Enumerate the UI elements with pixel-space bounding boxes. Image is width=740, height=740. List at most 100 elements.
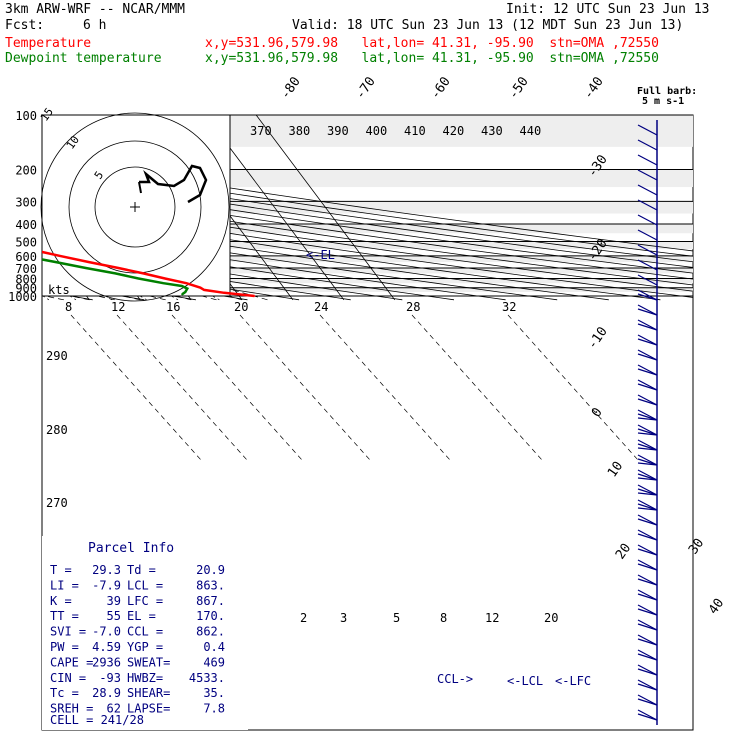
wind-barb: [637, 424, 658, 436]
wind-barb: [637, 619, 658, 631]
wind-barb: [637, 548, 658, 556]
pressure-band: [42, 255, 693, 263]
parcel-param-value: 0.4: [203, 640, 225, 654]
speed-guide-line: [411, 314, 543, 461]
pressure-label: 600: [15, 250, 37, 264]
temperature-label: 40: [706, 596, 727, 617]
speed-guide-line: [116, 314, 248, 461]
parcel-param-name: T =: [50, 563, 72, 577]
temperature-label: -40: [581, 74, 607, 102]
theta-label: 370: [250, 124, 272, 138]
wind-barb: [637, 364, 658, 376]
temperature-legend: Temperature: [5, 36, 92, 51]
parcel-param-value: -93: [99, 671, 121, 685]
hodograph-ring: [94, 166, 176, 248]
temperature-point: [253, 295, 256, 297]
hodograph-origin-icon: [130, 202, 140, 212]
parcel-param-value: -7.0: [92, 625, 121, 639]
temperature-label: -70: [353, 74, 379, 102]
hodograph-speed-label: 28: [406, 300, 420, 314]
wind-barb: [637, 492, 658, 496]
hodograph-units: kts: [48, 283, 70, 297]
wind-barb: [637, 368, 658, 376]
valid-time: Valid: 18 UTC Sun 23 Jun 13 (12 MDT Sun …: [292, 18, 684, 33]
parcel-cell-motion: CELL = 241/28: [50, 713, 144, 727]
pressure-band: [42, 241, 693, 250]
temperature-point: [199, 286, 202, 289]
temperature-point: [164, 277, 166, 280]
theta-label: 410: [404, 124, 426, 138]
wind-barb: [637, 653, 658, 661]
wind-barb: [637, 634, 658, 646]
wind-barb: [637, 304, 658, 316]
pressure-label: 1000: [8, 290, 37, 304]
hodograph-ring: [68, 140, 202, 274]
parcel-param-name: LAPSE=: [127, 702, 170, 716]
level-marker: <-EL: [306, 248, 335, 262]
wind-barb: [637, 308, 658, 316]
speed-guide-line: [171, 314, 303, 461]
wind-barb: [637, 608, 658, 616]
parcel-param-value: -7.9: [92, 578, 121, 592]
wind-barb: [637, 383, 658, 391]
temperature-label: -60: [428, 74, 454, 102]
wind-barb: [637, 698, 658, 706]
level-marker: <-LCL: [507, 674, 543, 688]
wind-barb: [637, 559, 658, 571]
parcel-param-name: LFC =: [127, 594, 163, 608]
theta-label: 420: [443, 124, 465, 138]
wind-barb: [637, 439, 658, 451]
wind-barb: [637, 454, 658, 466]
dry-adiabat: [42, 190, 693, 286]
forecast-label: Fcst:: [5, 18, 45, 33]
hodograph-speed-label: 12: [111, 300, 125, 314]
hodograph-ring: [40, 112, 230, 302]
wind-barb: [637, 413, 658, 421]
mixing-ratio-label: 2: [300, 611, 307, 625]
wind-barb: [637, 604, 658, 616]
parcel-param-value: 39: [107, 594, 121, 608]
temperature-label: 0: [589, 405, 606, 420]
wind-barb: [637, 518, 658, 526]
theta-label: 380: [289, 124, 311, 138]
theta-label: 400: [366, 124, 388, 138]
parcel-param-name: Td =: [127, 563, 156, 577]
wind-barb: [637, 473, 658, 481]
hodograph-ring-label: 10: [64, 133, 82, 151]
temperature-point: [203, 289, 205, 291]
pressure-band: [42, 267, 693, 274]
wind-barb: [637, 199, 658, 211]
parcel-param-value: 469: [203, 655, 225, 669]
temperature-profile-line: [42, 250, 255, 298]
mixing-ratio-label: 3: [340, 611, 347, 625]
parcel-param-name: SHEAR=: [127, 686, 170, 700]
parcel-param-value: 35.: [203, 686, 225, 700]
barb-legend-value: 5 m s-1: [642, 96, 684, 107]
parcel-param-name: CIN =: [50, 671, 86, 685]
wind-barb: [637, 683, 658, 691]
parcel-param-value: 863.: [196, 578, 225, 592]
wind-barb: [637, 244, 658, 256]
forecast-hour: 6 h: [83, 18, 107, 33]
hodograph-start: [138, 181, 142, 194]
wind-barb: [637, 593, 658, 601]
pressure-label: 900: [15, 282, 37, 296]
dewpoint-point: [181, 285, 183, 287]
dewpoint-point: [114, 272, 117, 275]
wind-barb: [637, 394, 658, 406]
wind-barb: [637, 623, 658, 631]
wind-barb: [637, 319, 658, 331]
dewpoint-point: [184, 291, 187, 293]
parcel-param-value: 170.: [196, 609, 225, 623]
wind-barb: [637, 289, 658, 301]
wind-barb: [637, 589, 658, 601]
parcel-param-name: SVI =: [50, 625, 86, 639]
speed-guide-line: [70, 314, 202, 461]
hodograph-trace: [139, 164, 208, 204]
wind-barb: [637, 563, 658, 571]
parcel-info-title: Parcel Info: [88, 541, 174, 556]
level-marker: CCL->: [437, 672, 473, 686]
wind-barb: [637, 488, 658, 496]
parcel-param-name: SWEAT=: [127, 655, 170, 669]
